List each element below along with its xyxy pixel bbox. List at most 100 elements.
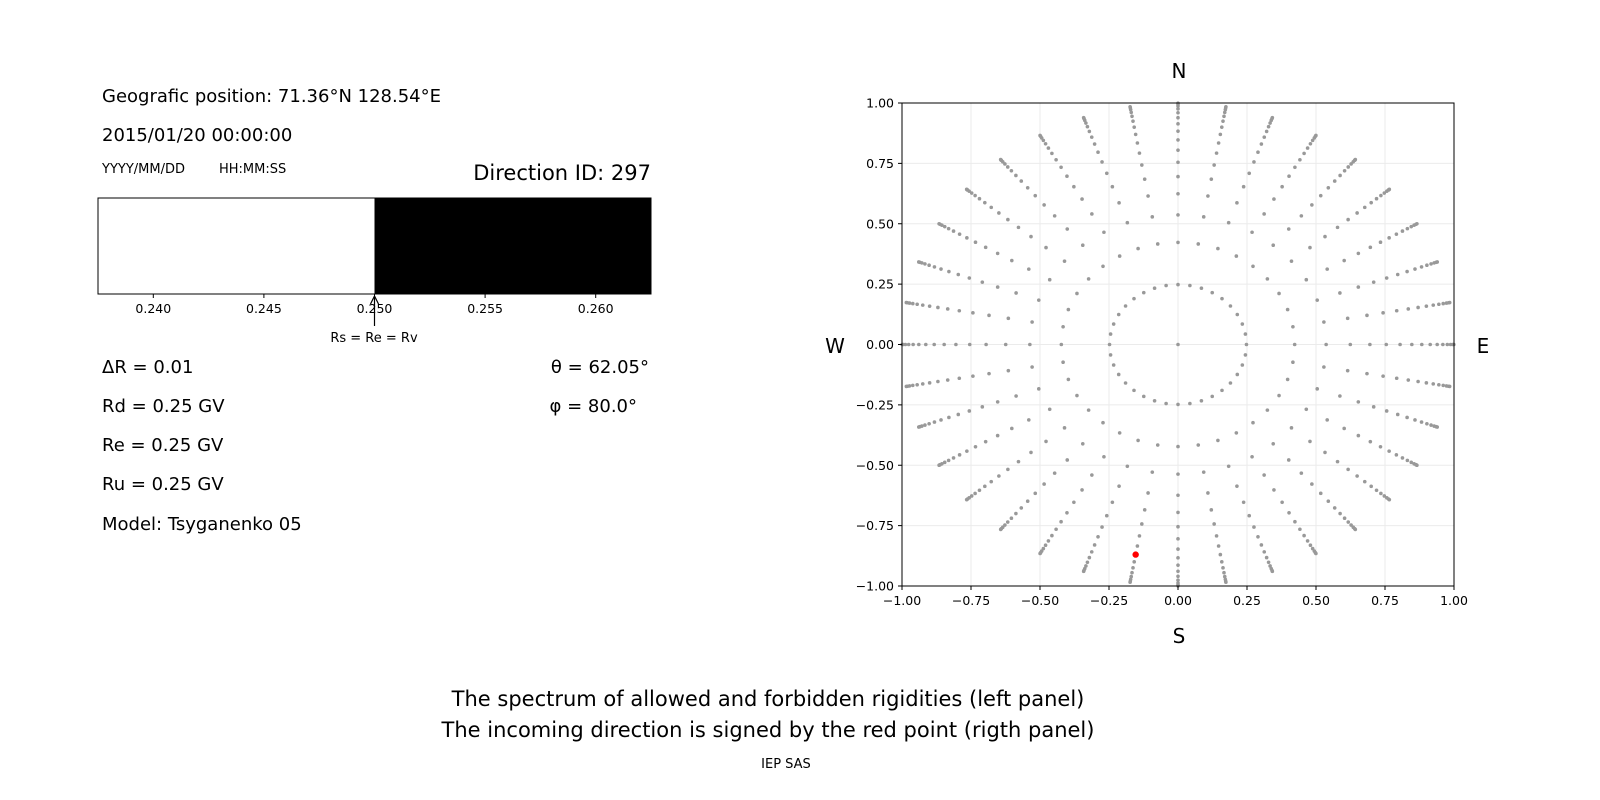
y-tick-label: −0.75 — [856, 518, 894, 533]
data-point — [1369, 484, 1373, 489]
data-point — [1176, 402, 1180, 407]
data-point — [965, 236, 969, 240]
data-point — [1310, 482, 1314, 486]
data-point — [1429, 262, 1433, 266]
data-point — [1130, 570, 1134, 575]
data-point — [1226, 464, 1231, 469]
data-point — [1405, 458, 1410, 463]
data-point — [1212, 163, 1216, 167]
data-point — [1356, 433, 1361, 438]
data-point — [1214, 151, 1219, 155]
data-point — [971, 374, 975, 378]
data-point — [1209, 508, 1214, 512]
data-point — [927, 304, 932, 308]
data-point — [957, 453, 962, 457]
data-point — [1216, 246, 1220, 251]
data-point — [1129, 110, 1134, 115]
data-point — [1136, 438, 1140, 443]
data-point — [1365, 313, 1369, 318]
date-format-label: YYYY/MM/DD — [101, 162, 185, 177]
rigidity-spectrum-bar: 0.240 0.245 0.250 0.255 0.260 — [97, 197, 652, 326]
data-point — [1019, 179, 1024, 183]
data-point — [987, 371, 991, 376]
data-point — [1299, 471, 1304, 475]
credit: IEP SAS — [761, 757, 811, 772]
data-point — [1199, 286, 1204, 291]
data-point — [1378, 240, 1383, 244]
data-point — [1271, 243, 1276, 248]
data-point — [1081, 115, 1086, 120]
data-point — [1132, 388, 1136, 393]
data-point — [1044, 245, 1048, 250]
data-point — [1338, 511, 1342, 516]
data-point — [1188, 401, 1192, 406]
data-point — [945, 307, 950, 311]
y-tick-label: −1.00 — [856, 579, 894, 594]
data-point — [1338, 394, 1342, 398]
caption-line-1: The spectrum of allowed and forbidden ri… — [451, 687, 1085, 711]
data-point — [1277, 393, 1281, 398]
data-point — [1384, 276, 1389, 280]
data-point — [1287, 510, 1291, 515]
data-point — [1100, 160, 1104, 164]
data-point — [1262, 212, 1266, 216]
data-point — [983, 484, 987, 489]
data-point — [1405, 226, 1410, 231]
data-point — [1265, 408, 1270, 412]
data-point — [1104, 513, 1109, 518]
data-point — [1387, 449, 1391, 453]
data-point — [927, 381, 932, 385]
data-point — [1222, 574, 1227, 579]
data-point — [1006, 368, 1011, 373]
data-point — [1176, 115, 1180, 120]
data-point — [1108, 332, 1113, 336]
data-point — [1146, 194, 1150, 198]
data-point — [1441, 301, 1446, 306]
data-point — [1086, 408, 1091, 412]
data-point — [1308, 141, 1313, 146]
data-point — [927, 263, 931, 268]
data-point — [1014, 291, 1018, 295]
data-point — [1381, 374, 1385, 378]
data-point — [1387, 497, 1392, 502]
data-point — [989, 479, 994, 484]
data-point — [1111, 322, 1116, 326]
data-point — [1047, 277, 1052, 282]
data-point — [1019, 506, 1024, 510]
data-point — [1025, 499, 1030, 504]
data-point — [1043, 543, 1048, 548]
data-point — [1244, 342, 1249, 347]
data-point — [1176, 122, 1180, 126]
data-point — [1381, 311, 1385, 315]
data-point — [937, 222, 941, 226]
data-point — [1176, 444, 1180, 449]
data-point — [1061, 360, 1065, 365]
data-point — [1353, 527, 1358, 532]
data-point — [1176, 282, 1180, 287]
data-point — [1092, 142, 1097, 146]
data-point — [1247, 171, 1252, 176]
data-point — [1137, 534, 1142, 538]
arrow-head — [369, 294, 380, 305]
data-point — [980, 405, 985, 409]
data-point — [904, 384, 909, 389]
data-point — [923, 423, 927, 427]
data-point — [1065, 174, 1069, 179]
data-point — [1299, 214, 1304, 218]
data-point — [1415, 222, 1419, 226]
data-point — [1241, 184, 1246, 189]
data-point — [951, 229, 956, 233]
data-point — [1342, 258, 1346, 263]
data-point — [1042, 482, 1046, 486]
data-point — [904, 300, 909, 305]
data-point — [1287, 174, 1291, 179]
data-point — [1216, 438, 1220, 443]
data-point — [1110, 184, 1115, 189]
data-point — [924, 342, 928, 347]
data-point — [967, 276, 972, 280]
data-point — [1409, 224, 1414, 229]
data-point — [1101, 264, 1105, 269]
data-point — [1084, 121, 1088, 125]
data-point — [1395, 412, 1400, 417]
data-point — [920, 382, 925, 386]
